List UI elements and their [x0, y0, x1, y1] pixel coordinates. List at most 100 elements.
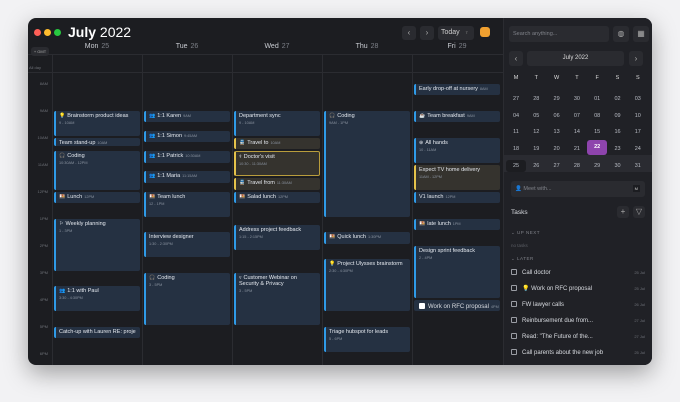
calendar-event[interactable]: ⊕ All hands 10 - 11AM	[414, 137, 500, 163]
minimize-window-button[interactable]	[44, 29, 51, 36]
mini-day[interactable]: 30	[614, 162, 621, 169]
checkbox[interactable]	[511, 269, 517, 275]
task-item[interactable]: Call parents about the new job 25 Jul	[511, 348, 645, 358]
later-section[interactable]: ⌄ LATER	[511, 256, 534, 261]
task-item[interactable]: 💡 Work on RFC proposal 25 Jul	[511, 284, 645, 294]
mini-day[interactable]: 15	[594, 129, 601, 136]
mini-day[interactable]: 27	[553, 162, 560, 169]
calendar-event[interactable]: 👥 1:1 Maria 11:15AM	[144, 171, 230, 183]
mini-prev-month-button[interactable]: ‹	[509, 51, 523, 66]
mini-day[interactable]: 24	[634, 146, 641, 153]
up-next-section[interactable]: ⌄ UP NEXT	[511, 230, 540, 235]
calendar-event[interactable]: Early drop-off at nursery 8AM	[414, 83, 500, 95]
calendar-event[interactable]: 🚆 Travel from 11:30AM	[234, 178, 320, 190]
mini-day[interactable]: 13	[553, 129, 560, 136]
mini-day[interactable]: 17	[634, 129, 641, 136]
mini-day[interactable]: 31	[634, 162, 641, 169]
calendar-event[interactable]: Team stand-up 10AM	[54, 137, 140, 146]
mini-day[interactable]: 07	[573, 112, 580, 119]
mini-day[interactable]: 04	[512, 112, 520, 119]
mini-day[interactable]: 25	[506, 159, 526, 172]
mini-day[interactable]: 29	[594, 162, 601, 169]
day-header[interactable]: Mon 25	[52, 43, 142, 50]
day-header[interactable]: Thu 28	[322, 43, 412, 50]
account-avatar[interactable]	[480, 27, 490, 37]
calendar-event[interactable]: 👥 1:1 Karen 9AM	[144, 110, 230, 122]
calendar-event[interactable]: Triage hubspot for leads 5 - 6PM	[324, 326, 410, 352]
calendar-event[interactable]: ⚕ Doctor's visit 10:30 - 11:30AM	[234, 151, 320, 176]
today-button[interactable]: Today T	[438, 26, 474, 40]
mini-day[interactable]: 18	[512, 146, 520, 153]
calendar-event[interactable]: 🍱 Team lunch 12 - 1PM	[144, 191, 230, 217]
checkbox[interactable]	[511, 317, 517, 323]
calendar-event[interactable]: 🍱 Lunch 12PM	[54, 191, 140, 203]
mini-day[interactable]: 05	[533, 112, 540, 119]
mini-day[interactable]: 23	[614, 146, 621, 153]
calendar-event[interactable]: 🚆 Travel to 10AM	[234, 137, 320, 149]
calendar-event[interactable]: 💡 Brainstorm product ideas 9 - 10AM	[54, 110, 140, 136]
globe-icon[interactable]: ◍	[613, 26, 629, 42]
mini-day[interactable]: 10	[634, 112, 641, 119]
calendar-event[interactable]: 💡 Project Ulysses brainstorm 2:30 - 4:30PM	[324, 259, 410, 311]
checkbox-icon[interactable]	[419, 302, 425, 309]
filter-icon[interactable]: ▽	[633, 206, 645, 218]
mini-day[interactable]: 22	[587, 140, 608, 156]
task-item[interactable]: Call doctor 25 Jul	[511, 268, 645, 278]
mini-day[interactable]: 11	[513, 129, 519, 136]
mini-day[interactable]: 03	[634, 96, 641, 102]
calendar-event[interactable]: 👥 1:1 Patrick 10:30AM	[144, 151, 230, 163]
task-item[interactable]: FW lawyer calls 26 Jul	[511, 300, 645, 310]
mini-day[interactable]: 06	[553, 112, 560, 119]
checkbox[interactable]	[511, 301, 517, 307]
calendar-event[interactable]: 👥 1:1 with Paul 3:30 - 4:30PM	[54, 286, 140, 311]
calendar-event[interactable]: Catch-up with Lauren RE: proje	[54, 326, 140, 338]
calendar-event[interactable]: 🍱 Salad lunch 12PM	[234, 191, 320, 203]
calendar-event[interactable]: Expect TV home delivery 11AM - 12PM	[414, 164, 500, 190]
calendar-event[interactable]: ⚐ Weekly planning 1 - 3PM	[54, 218, 140, 271]
day-header[interactable]: Tue 26	[142, 43, 232, 50]
mini-day[interactable]: 20	[553, 146, 560, 153]
day-header[interactable]: Wed 27	[232, 43, 322, 50]
prev-week-button[interactable]: ‹	[402, 26, 416, 40]
checkbox[interactable]	[511, 349, 517, 355]
add-task-button[interactable]: +	[617, 206, 629, 218]
calendar-event[interactable]: V1 launch 12PM	[414, 191, 500, 203]
calendar-event[interactable]: Interview designer 1:30 - 2:30PM	[144, 232, 230, 257]
task-item[interactable]: Read: "The Future of the... 27 Jul	[511, 332, 645, 342]
mini-day[interactable]: 29	[553, 96, 560, 102]
mini-day[interactable]: 09	[614, 112, 621, 119]
calendar-event[interactable]: 🍱 late lunch 1PM	[414, 218, 500, 230]
calendar-event[interactable]: Design sprint feedback 2 - 4PM	[414, 245, 500, 298]
calendar-event[interactable]: 🎧 Coding 9AM - 1PM	[324, 110, 410, 217]
meet-with-input[interactable]: 👤 Meet with... M	[511, 181, 645, 197]
calendar-event[interactable]: Address project feedback 1:15 - 2:15PM	[234, 225, 320, 251]
calendar-event[interactable]: ☕ Team breakfast 9AM	[414, 110, 500, 122]
timezone-button[interactable]: + GMT	[31, 47, 49, 56]
calendar-event[interactable]: ▿ Customer Webinar on Security & Privacy 3…	[234, 272, 320, 325]
mini-day[interactable]: 12	[533, 129, 540, 136]
task-item[interactable]: Reinbursement due from... 27 Jul	[511, 316, 645, 326]
mini-day[interactable]: 30	[573, 96, 580, 102]
calendar-event[interactable]: Department sync 9 - 10AM	[234, 110, 320, 136]
zoom-window-button[interactable]	[54, 29, 61, 36]
mini-month-label[interactable]: July 2022	[527, 51, 624, 66]
search-input[interactable]: Search anything...	[509, 26, 609, 42]
calendar-event[interactable]: 🎧 Coding 3 - 5PM	[144, 272, 230, 325]
mini-day[interactable]: 26	[533, 162, 540, 169]
mini-day[interactable]: 08	[594, 112, 601, 119]
day-header[interactable]: Fri 29	[412, 43, 502, 50]
calendar-icon[interactable]: ▦	[633, 26, 649, 42]
checkbox[interactable]	[511, 333, 517, 339]
close-window-button[interactable]	[34, 29, 41, 36]
calendar-event[interactable]: 🍱 Quick lunch 1:30PM	[324, 232, 410, 244]
mini-day[interactable]: 16	[614, 129, 621, 136]
mini-day[interactable]: 19	[533, 146, 540, 153]
next-week-button[interactable]: ›	[420, 26, 434, 40]
checkbox[interactable]	[511, 285, 517, 291]
mini-next-month-button[interactable]: ›	[629, 51, 643, 66]
mini-day[interactable]: 28	[573, 162, 580, 169]
mini-day[interactable]: 01	[594, 96, 601, 102]
calendar-event[interactable]: 👥 1:1 Simon 9:45AM	[144, 130, 230, 143]
mini-day[interactable]: 14	[573, 129, 580, 136]
mini-day[interactable]: 02	[614, 96, 621, 102]
